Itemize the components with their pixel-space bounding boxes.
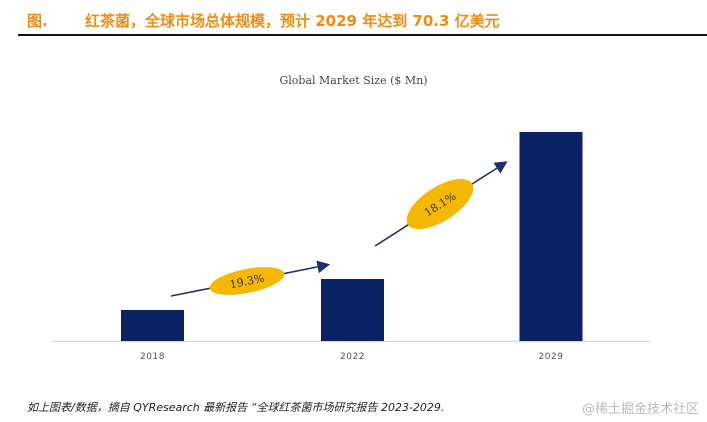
bar-2029 xyxy=(519,132,583,341)
title-divider xyxy=(18,34,707,36)
x-tick-label-2022: 2022 xyxy=(340,352,365,362)
figure-title-text: 红茶菌，全球市场总体规模，预计 2029 年达到 70.3 亿美元 xyxy=(85,11,500,30)
x-tick-label-2018: 2018 xyxy=(140,352,165,362)
cagr-badge-1 xyxy=(209,267,285,295)
figure-label: 图. xyxy=(27,11,48,30)
bar-2022 xyxy=(321,279,384,341)
figure-title: 图. 红茶菌，全球市场总体规模，预计 2029 年达到 70.3 亿美元 xyxy=(27,9,500,31)
cagr-badge-2 xyxy=(406,179,474,229)
bar-2018 xyxy=(121,309,184,341)
x-tick-label-2029: 2029 xyxy=(539,352,564,362)
source-note: 如上图表/数据，摘自 QYResearch 最新报告 “全球红茶菌市场研究报告 … xyxy=(27,401,445,414)
chart-title: Global Market Size ($ Mn) xyxy=(279,74,428,87)
watermark: @稀土掘金技术社区 xyxy=(581,402,699,417)
